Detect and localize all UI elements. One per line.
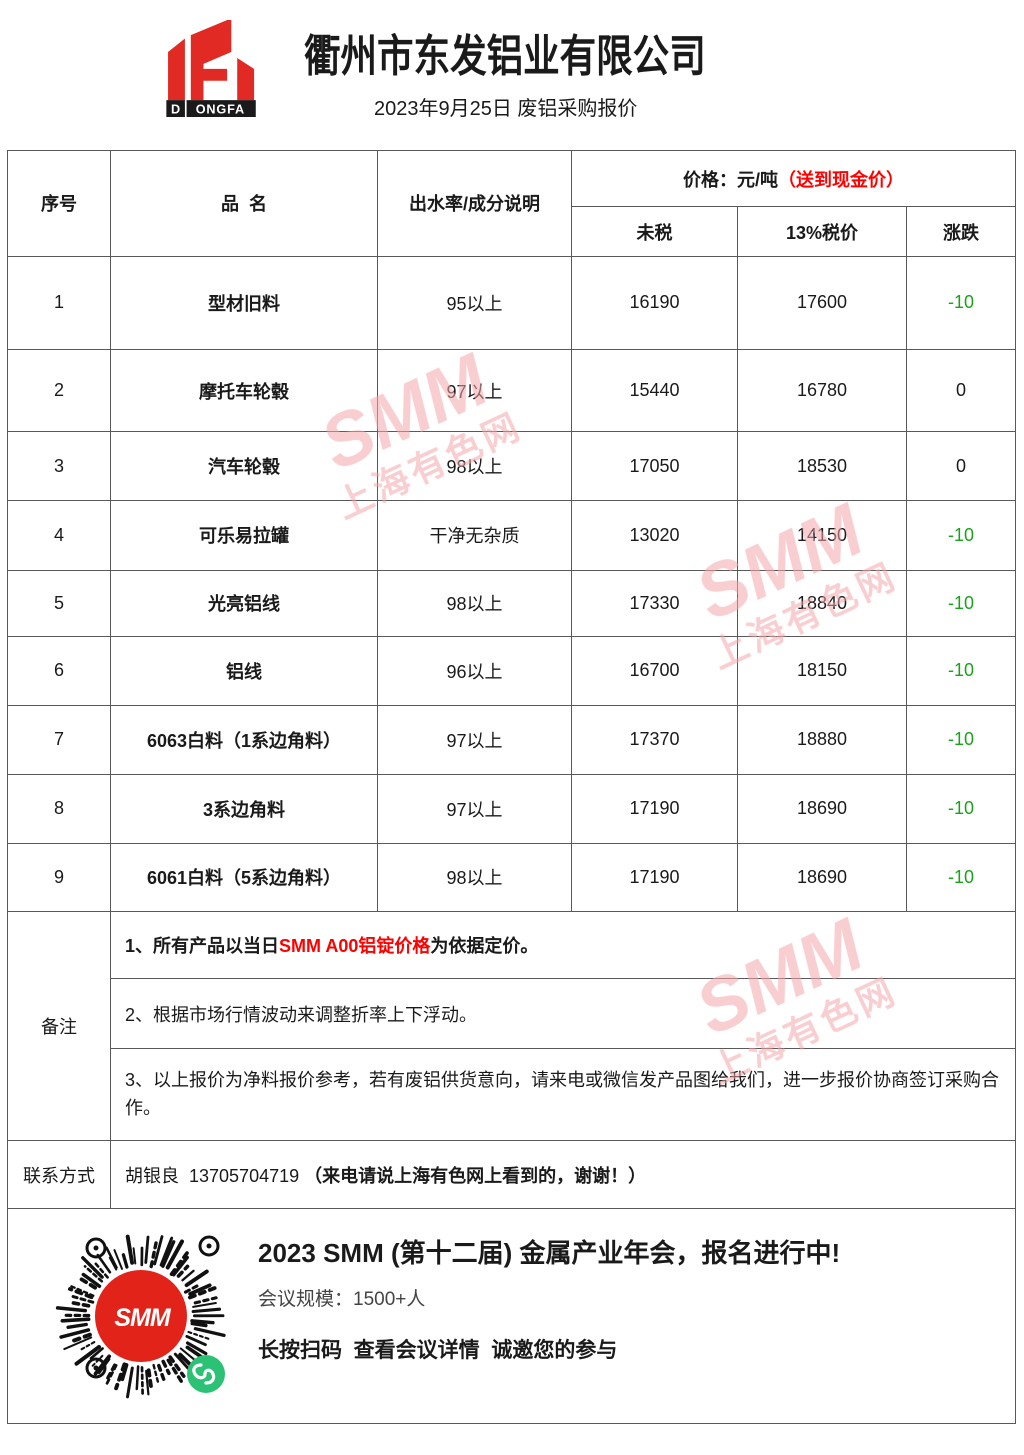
svg-text:ONGFA: ONGFA	[196, 103, 245, 117]
svg-text:SMM: SMM	[114, 1304, 172, 1332]
svg-text:D: D	[171, 103, 180, 117]
